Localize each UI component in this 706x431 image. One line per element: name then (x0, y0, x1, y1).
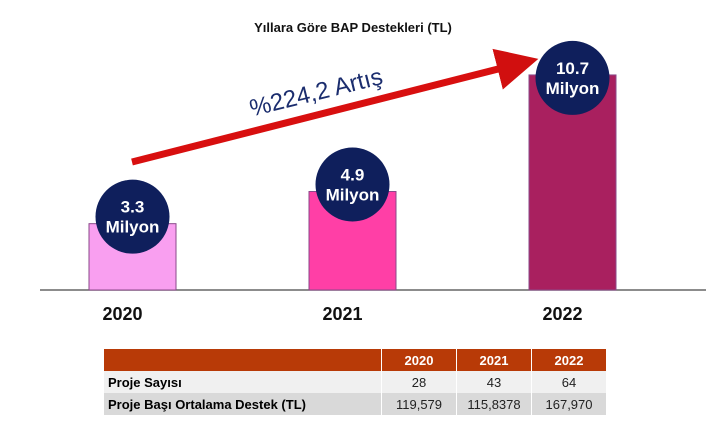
row-label: Proje Başı Ortalama Destek (TL) (104, 393, 382, 415)
cell: 167,970 (531, 393, 607, 415)
header-2020: 2020 (381, 349, 457, 371)
increase-arrow (131, 48, 539, 166)
chart-title: Yıllara Göre BAP Destekleri (TL) (254, 20, 452, 35)
header-2022: 2022 (531, 349, 607, 371)
value-label: 4.9 (341, 166, 365, 185)
cell: 119,579 (381, 393, 457, 415)
summary-table: 2020 2021 2022 Proje Sayısı 28 43 64 Pro… (104, 349, 607, 415)
table-row: Proje Başı Ortalama Destek (TL) 119,579 … (104, 393, 607, 415)
value-unit-label: Milyon (106, 218, 160, 237)
cell: 64 (531, 371, 607, 393)
cell: 43 (456, 371, 532, 393)
header-blank (104, 349, 382, 371)
value-unit-label: Milyon (326, 186, 380, 205)
bar-chart: 3.3Milyon20204.9Milyon202110.7Milyon2022… (40, 40, 706, 324)
value-badge-2021 (315, 147, 390, 222)
cell: 28 (381, 371, 457, 393)
table-header-row: 2020 2021 2022 (104, 349, 607, 371)
row-label: Proje Sayısı (104, 371, 382, 393)
value-badge-2020 (95, 179, 170, 254)
x-tick-label: 2020 (102, 304, 142, 324)
header-2021: 2021 (456, 349, 532, 371)
value-label: 3.3 (121, 198, 145, 217)
value-unit-label: Milyon (546, 79, 600, 98)
x-tick-label: 2021 (322, 304, 362, 324)
value-badge-2022 (535, 40, 610, 115)
x-tick-label: 2022 (542, 304, 582, 324)
cell: 115,8378 (456, 393, 532, 415)
table-row: Proje Sayısı 28 43 64 (104, 371, 607, 393)
value-label: 10.7 (556, 59, 589, 78)
